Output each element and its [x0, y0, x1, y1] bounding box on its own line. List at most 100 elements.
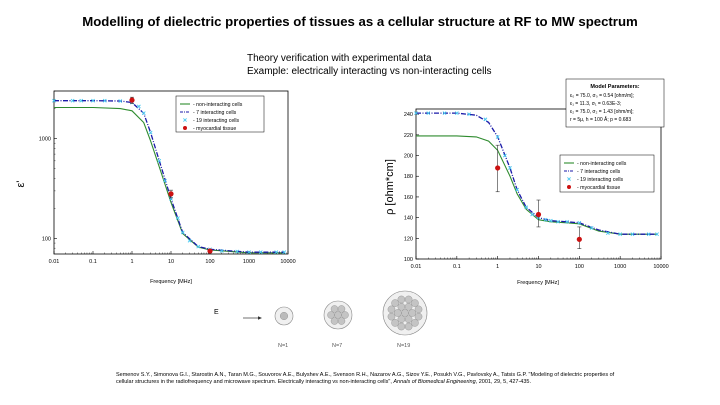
cell: [397, 295, 406, 304]
left-x-axis-label: Frequency [MHz]: [150, 279, 192, 285]
r-series-marker-2: [630, 232, 635, 237]
l-series-marker-2: [175, 216, 180, 221]
l-series-marker-2: [180, 230, 185, 235]
l-x-tick-label: 10000: [280, 259, 295, 265]
l-series-marker-2: [247, 250, 251, 255]
r-series-marker-2: [524, 205, 529, 210]
r-series-marker-2: [454, 111, 459, 116]
l-legend-label-2: - 19 interacting cells: [193, 118, 240, 124]
r-y-tick-label: 180: [404, 174, 413, 180]
right-chart: 0.01 0.1 1 10 100 1000 10000 100 120 140 160 180 200…: [384, 78, 669, 286]
left-ticks: 0.01 0.1 1 10 100 1000 10000 100 1000: [39, 90, 296, 265]
cell: [408, 309, 417, 317]
r-series-marker-2: [556, 219, 560, 224]
r-x-tick-label: 0.01: [411, 264, 422, 270]
r-y-tick-label: 120: [404, 236, 413, 242]
citation-details: , 2001, 29, 5, 427-435.: [475, 379, 531, 385]
l-series-marker-2: [219, 249, 224, 253]
r-legend-label-0: - non-interacting cells: [577, 161, 627, 167]
l-series-marker-2: [118, 99, 123, 103]
l-series-marker-2: [141, 111, 146, 116]
citation-authors: Semenov S.Y., Simonova G.I., Starostin A…: [116, 372, 615, 385]
l-series-marker-2: [52, 98, 56, 103]
r-series-marker-2: [530, 212, 535, 217]
l-legend-swatch-2: [183, 118, 187, 122]
left-legend-box: [175, 95, 265, 133]
label-n7: N=7: [332, 343, 343, 349]
cell: [337, 317, 346, 325]
r-series-marker-2: [543, 217, 548, 222]
r-series-marker-2: [508, 166, 512, 170]
r-series-marker-2: [565, 219, 569, 224]
l-series-marker-2: [79, 98, 84, 103]
cell: [334, 311, 342, 319]
left-y-axis-label: ε': [15, 180, 27, 187]
l-series-marker-2: [157, 158, 162, 163]
citation-journal: Annals of Biomedical Engineering: [393, 379, 476, 385]
right-ticks: 0.01 0.1 1 10 100 1000 10000 100 120 140 160 180 200…: [404, 112, 669, 270]
cell-n7-cluster: [327, 305, 349, 325]
right-legend-box: [559, 154, 655, 193]
params-line-2: ε₁ = 11.3, σ₁ = 0.63E-3;: [570, 101, 621, 107]
left-chart: 0.01 0.1 1 10 100 1000 10000 100 1000 Frequency …: [15, 90, 296, 285]
r-series-marker-2: [646, 232, 651, 237]
r-x-tick-label: 100: [575, 264, 584, 270]
l-x-tick-label: 0.01: [49, 259, 60, 265]
r-legend-swatch-2: [567, 177, 571, 181]
cell: [330, 305, 339, 313]
right-legend: - non-interacting cells - 7 interacting c…: [559, 154, 655, 193]
slide-subtitle: Theory verification with experimental da…: [247, 52, 492, 78]
cell: [414, 312, 423, 321]
r-legend-label-2: - 19 interacting cells: [577, 177, 624, 183]
l-x-tick-label: 100: [205, 259, 214, 265]
l-series-marker-2: [274, 250, 279, 255]
l-series-marker-2: [282, 250, 287, 255]
l-series-marker-2: [102, 98, 107, 103]
cell-n1-inner: [280, 312, 289, 321]
cell: [330, 317, 339, 325]
cell: [397, 302, 406, 311]
r-y-tick-label: 220: [404, 133, 413, 139]
subtitle-line-1: Theory verification with experimental da…: [247, 53, 432, 64]
r-x-tick-label: 10: [535, 264, 541, 270]
l-y-tick-label: 100: [42, 237, 51, 243]
cell-structure-figure: [243, 290, 428, 336]
e-field-label: E: [214, 309, 219, 316]
r-series-marker-2: [548, 218, 553, 223]
r-series-marker-2: [605, 231, 610, 236]
l-series-marker-2: [163, 178, 167, 183]
l-tissue-point: [207, 248, 213, 254]
params-frame: [565, 78, 665, 128]
label-n19: N=19: [397, 343, 411, 349]
params-heading: Model Parameters:: [590, 84, 639, 90]
l-x-tick-label: 1000: [243, 259, 255, 265]
r-series-marker-2: [618, 232, 623, 237]
cell: [391, 299, 399, 307]
cell: [327, 311, 335, 319]
cell: [404, 295, 413, 304]
l-series-marker-2: [70, 98, 75, 103]
r-tissue-point: [495, 165, 501, 171]
params-line-3: ε₂ = 75.0, σ₂ = 1.43 [ohm/m];: [570, 109, 634, 115]
l-legend-label-1: - 7 interacting cells: [193, 110, 237, 116]
cell: [387, 305, 396, 314]
r-y-tick-label: 140: [404, 216, 413, 222]
r-series-marker-2: [495, 135, 500, 139]
r-x-tick-label: 1000: [614, 264, 626, 270]
r-x-tick-label: 10000: [653, 264, 668, 270]
r-series-marker-2: [426, 111, 431, 116]
cell: [404, 322, 413, 331]
l-series-marker-2: [91, 98, 95, 103]
subtitle-line-2: Example: electrically interacting vs non…: [247, 66, 492, 77]
params-line-4: r = 5μ, h = 100 Å; p = 0.683: [570, 116, 631, 123]
cell: [401, 309, 409, 317]
cell: [404, 302, 413, 311]
r-y-tick-label: 240: [404, 112, 413, 118]
l-series-marker-2: [196, 244, 201, 249]
r-x-tick-label: 1: [496, 264, 499, 270]
l-series-marker-2: [148, 130, 153, 135]
r-series-marker-2: [502, 153, 507, 158]
left-legend: - non-interacting cells - 7 interacting c…: [175, 95, 265, 133]
right-series: [414, 111, 659, 249]
